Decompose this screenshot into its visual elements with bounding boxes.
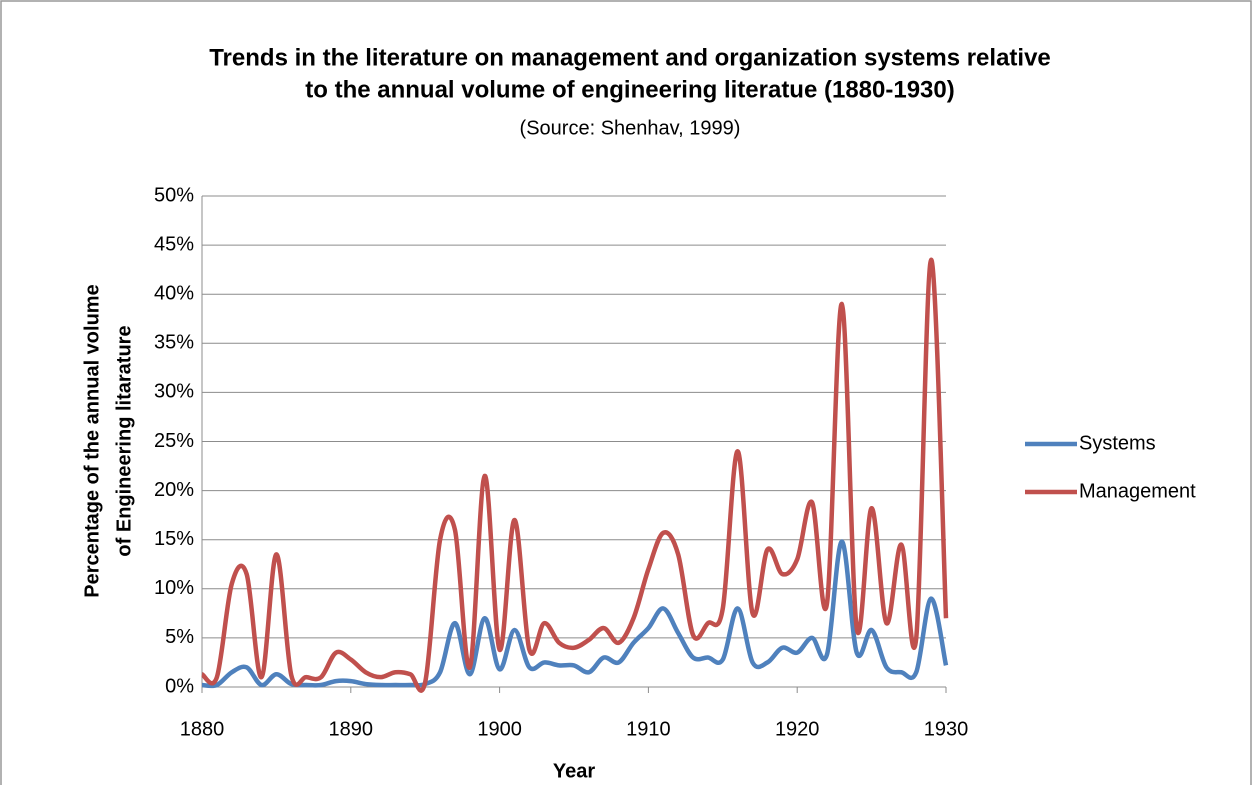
series-line	[201, 539, 949, 689]
y-tick-label: 25%	[154, 430, 194, 452]
x-tick-label: 1890	[329, 718, 374, 740]
y-tick-label: 50%	[154, 184, 194, 206]
y-tick-label: 20%	[154, 479, 194, 501]
y-tick-label: 35%	[154, 332, 194, 354]
y-tick-label: 0%	[165, 675, 194, 697]
legend-label: Management	[1079, 480, 1196, 502]
x-axis-title: Year	[553, 760, 595, 782]
chart-title: Trends in the literature on management a…	[209, 44, 1051, 71]
chart-subtitle: (Source: Shenhav, 1999)	[520, 117, 741, 139]
y-tick-label: 30%	[154, 381, 194, 403]
x-tick-label: 1920	[775, 718, 820, 740]
y-tick-label: 15%	[154, 528, 194, 550]
y-tick-label: 40%	[154, 282, 194, 304]
y-tick-label: 45%	[154, 233, 194, 255]
legend-label: Systems	[1079, 432, 1156, 454]
chart-title: to the annual volume of engineering lite…	[305, 76, 955, 103]
y-axis-title: of Engineering litarature	[113, 325, 135, 556]
x-tick-label: 1880	[180, 718, 225, 740]
y-tick-label: 5%	[165, 626, 194, 648]
x-tick-label: 1900	[477, 718, 522, 740]
y-tick-label: 10%	[154, 577, 194, 599]
series-line	[200, 257, 949, 693]
y-axis-title: Percentage of the annual volume	[81, 284, 103, 597]
x-tick-label: 1930	[924, 718, 969, 740]
x-tick-label: 1910	[626, 718, 671, 740]
